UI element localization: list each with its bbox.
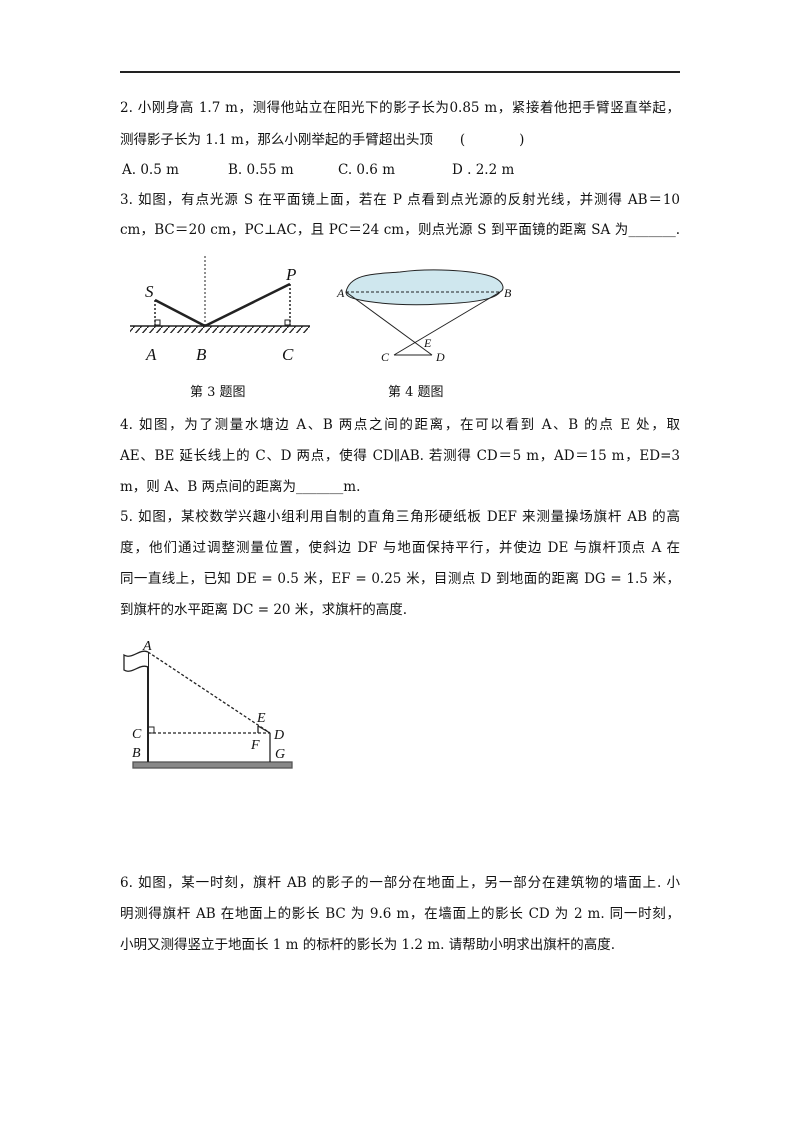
text-line: 5. 如图，某校数学兴趣小组利用自制的直角三角形硬纸板 DEF 来测量操场旗杆 … [120, 509, 680, 525]
text-line: AE、BE 延长线上的 C、D 两点，使得 CD∥AB. 若测得 CD＝5 m，… [120, 448, 680, 464]
text-line: 小明又测得竖立于地面长 1 m 的标杆的影长为 1.2 m. 请帮助小明求出旗杆… [120, 937, 615, 953]
option: C. 0.6 m [338, 162, 395, 178]
text-line: 度，他们通过调整测量位置，使斜边 DF 与地面保持平行，并使边 DE 与旗杆顶点… [120, 540, 680, 556]
option: A. 0.5 m [122, 162, 179, 178]
figure-label: B [504, 286, 512, 300]
text-line: 到旗杆的水平距离 DC = 20 米，求旗杆的高度. [120, 602, 408, 618]
figure-label: F [250, 738, 260, 753]
text-line: 明测得旗杆 AB 在地面上的影长 BC 为 9.6 m，在墙面上的影长 CD 为… [120, 906, 680, 922]
text-line: cm，BC＝20 cm，PC⊥AC，且 PC＝24 cm，则点光源 S 到平面镜… [120, 222, 680, 238]
figure-label: G [275, 747, 285, 762]
figure-5 [123, 650, 293, 769]
figure-label: E [256, 711, 266, 726]
figure-label: C [282, 345, 294, 364]
figure-label: C [381, 350, 390, 364]
text-line: 4. 如图，为了测量水塘边 A、B 两点之间的距离，在可以看到 A、B 的点 E… [120, 417, 680, 433]
figure-label: D [273, 728, 284, 743]
header-rule [120, 71, 680, 73]
text-line: 6. 如图，某一时刻，旗杆 AB 的影子的一部分在地面上，另一部分在建筑物的墙面… [120, 875, 680, 891]
text-line: 同一直线上，已知 DE = 0.5 米，EF = 0.25 米，目测点 D 到地… [120, 571, 680, 587]
figure-label: A [142, 639, 152, 654]
figure-4 [345, 269, 504, 356]
text-line: 测得影子长为 1.1 m，那么小刚举起的手臂超出头顶 ( ) [120, 132, 525, 148]
figure-label: P [285, 265, 296, 284]
figure-label: B [132, 746, 141, 761]
figure-label: S [145, 282, 154, 301]
figure-caption: 第 4 题图 [388, 385, 444, 400]
figure-label: C [132, 727, 142, 742]
option: B. 0.55 m [228, 162, 294, 178]
figure-3 [130, 256, 310, 333]
figure-label: B [196, 345, 207, 364]
text-line: 2. 小刚身高 1.7 m，测得他站立在阳光下的影子长为0.85 m，紧接着他把… [120, 100, 680, 116]
figure-label: A [145, 345, 157, 364]
figure-label: E [423, 336, 432, 350]
figure-caption: 第 3 题图 [190, 385, 246, 400]
figure-label: D [435, 350, 445, 364]
figure-label: A [336, 286, 345, 300]
option: D . 2.2 m [452, 162, 515, 178]
text-line: m，则 A、B 两点间的距离为_______m. [120, 479, 361, 495]
text-line: 3. 如图，有点光源 S 在平面镜上面，若在 P 点看到点光源的反射光线，并测得… [120, 192, 680, 208]
